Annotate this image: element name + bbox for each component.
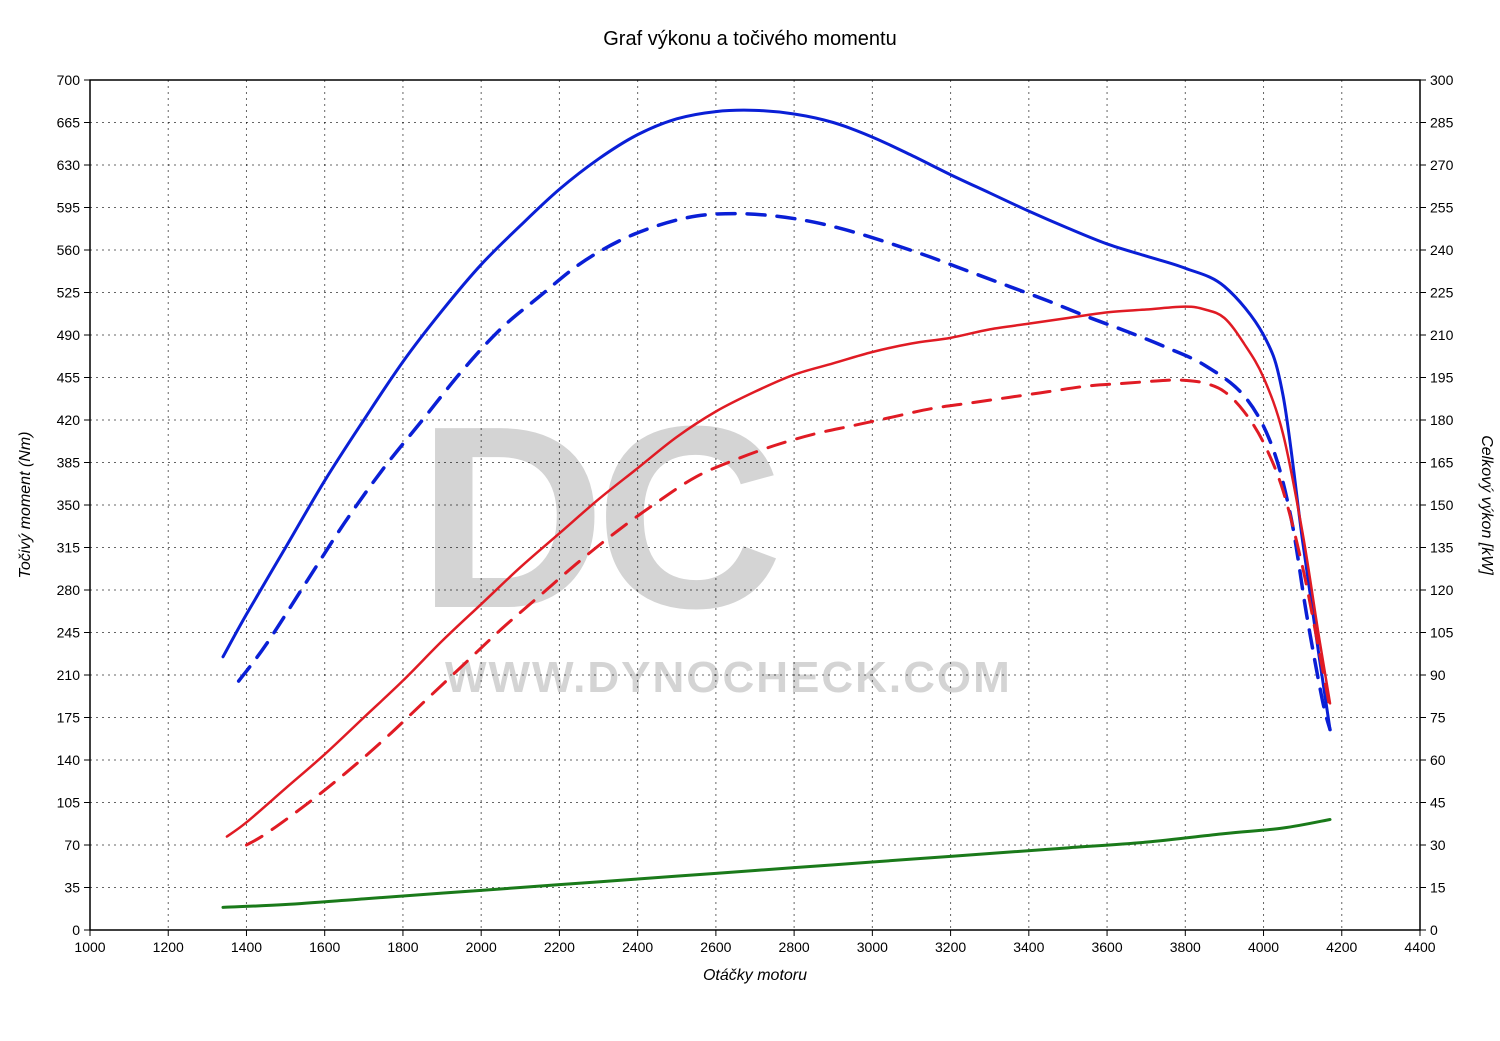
svg-text:270: 270	[1430, 157, 1454, 173]
svg-text:60: 60	[1430, 752, 1446, 768]
svg-text:420: 420	[57, 412, 81, 428]
svg-text:1400: 1400	[231, 939, 262, 955]
svg-text:560: 560	[57, 242, 81, 258]
svg-text:120: 120	[1430, 582, 1454, 598]
svg-text:105: 105	[57, 795, 81, 811]
svg-text:385: 385	[57, 455, 81, 471]
svg-text:175: 175	[57, 710, 81, 726]
svg-text:2800: 2800	[779, 939, 810, 955]
y-right-label: Celkový výkon [kW]	[1478, 435, 1495, 575]
svg-text:285: 285	[1430, 115, 1454, 131]
chart-title: Graf výkonu a točivého momentu	[603, 28, 896, 50]
svg-text:45: 45	[1430, 795, 1446, 811]
svg-text:1600: 1600	[309, 939, 340, 955]
svg-text:0: 0	[1430, 922, 1438, 938]
svg-text:165: 165	[1430, 455, 1454, 471]
svg-text:15: 15	[1430, 880, 1446, 896]
svg-text:525: 525	[57, 285, 81, 301]
svg-text:630: 630	[57, 157, 81, 173]
svg-text:35: 35	[64, 880, 80, 896]
svg-text:90: 90	[1430, 667, 1446, 683]
svg-text:225: 225	[1430, 285, 1454, 301]
svg-text:3000: 3000	[857, 939, 888, 955]
svg-text:700: 700	[57, 72, 81, 88]
svg-text:665: 665	[57, 115, 81, 131]
svg-text:70: 70	[64, 837, 80, 853]
svg-text:315: 315	[57, 540, 81, 556]
svg-text:3400: 3400	[1013, 939, 1044, 955]
svg-text:DC: DC	[418, 373, 779, 663]
svg-text:455: 455	[57, 370, 81, 386]
svg-text:1200: 1200	[153, 939, 184, 955]
svg-text:75: 75	[1430, 710, 1446, 726]
svg-text:2200: 2200	[544, 939, 575, 955]
svg-text:490: 490	[57, 327, 81, 343]
svg-text:2600: 2600	[700, 939, 731, 955]
svg-text:255: 255	[1430, 200, 1454, 216]
svg-text:WWW.DYNOCHECK.COM: WWW.DYNOCHECK.COM	[445, 653, 1012, 702]
svg-text:135: 135	[1430, 540, 1454, 556]
svg-text:4400: 4400	[1404, 939, 1435, 955]
dyno-chart: Graf výkonu a točivého momentu DCWWW.DYNO…	[0, 0, 1500, 1041]
y-left-label: Točivý moment (Nm)	[17, 432, 34, 579]
x-axis-label: Otáčky motoru	[703, 967, 807, 984]
svg-text:180: 180	[1430, 412, 1454, 428]
svg-text:595: 595	[57, 200, 81, 216]
svg-text:3600: 3600	[1091, 939, 1122, 955]
svg-text:140: 140	[57, 752, 81, 768]
chart-svg: Graf výkonu a točivého momentu DCWWW.DYNO…	[0, 0, 1500, 1041]
svg-text:0: 0	[72, 922, 80, 938]
svg-text:240: 240	[1430, 242, 1454, 258]
svg-text:105: 105	[1430, 625, 1454, 641]
svg-text:3200: 3200	[935, 939, 966, 955]
svg-text:30: 30	[1430, 837, 1446, 853]
svg-text:245: 245	[57, 625, 81, 641]
svg-text:2400: 2400	[622, 939, 653, 955]
svg-text:350: 350	[57, 497, 81, 513]
svg-text:1800: 1800	[387, 939, 418, 955]
svg-text:3800: 3800	[1170, 939, 1201, 955]
svg-text:210: 210	[57, 667, 81, 683]
svg-text:2000: 2000	[466, 939, 497, 955]
svg-text:210: 210	[1430, 327, 1454, 343]
svg-text:4000: 4000	[1248, 939, 1279, 955]
svg-text:195: 195	[1430, 370, 1454, 386]
svg-text:150: 150	[1430, 497, 1454, 513]
svg-text:4200: 4200	[1326, 939, 1357, 955]
svg-text:300: 300	[1430, 72, 1454, 88]
svg-text:280: 280	[57, 582, 81, 598]
svg-text:1000: 1000	[74, 939, 105, 955]
